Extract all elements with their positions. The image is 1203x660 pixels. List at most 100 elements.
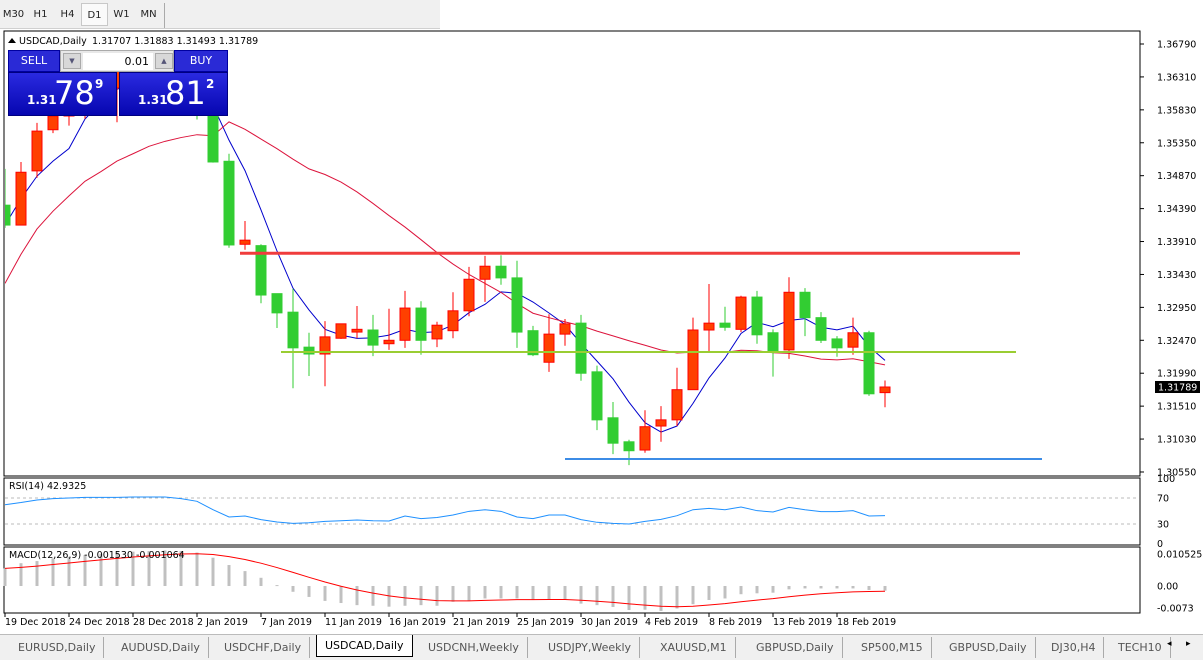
candle-body [495,265,507,279]
triangle-down-icon[interactable]: ▼ [63,53,81,69]
volume-input[interactable] [83,53,153,70]
macd-bar [179,551,183,586]
tab-usdchf-daily[interactable]: USDCHF,Daily [216,637,311,658]
candle [335,323,347,339]
main-panel-frame [3,30,1141,477]
macd-bar [595,586,599,606]
candle-body [287,311,299,349]
candle-body [511,277,523,333]
sell-button[interactable]: SELL [8,50,60,72]
candle [479,255,491,302]
date-axis-label: 4 Feb 2019 [645,617,698,628]
date-axis-label: 19 Dec 2018 [5,617,66,628]
scroll-left-icon[interactable]: ◂ [1167,639,1172,649]
candle-body [399,307,411,341]
ma-slow-line [5,121,886,366]
candle-body [447,310,459,332]
date-axis-label: 30 Jan 2019 [581,617,638,628]
tab-xauusd-m1[interactable]: XAUUSD,M1 [652,637,736,658]
candle [5,168,11,228]
date-axis-label: 16 Jan 2019 [389,617,446,628]
chart-window[interactable]: 1.36790 1.36310 1.35830 1.35350 1.34870 1.343… [0,29,1203,634]
macd-bar [819,586,823,589]
candle-body [735,296,747,330]
candle-body [543,333,555,363]
timeframe-mn[interactable]: MN [140,9,157,20]
candle [31,122,43,178]
candle-body [271,293,283,314]
candle-body [863,332,875,395]
macd-bar [659,586,663,611]
tab-usdjpy-weekly[interactable]: USDJPY,Weekly [540,637,641,658]
price-axis-label: 1.33910 [1157,237,1196,248]
macd-bar [675,586,679,609]
tab-dj30-h4[interactable]: DJ30,H4 [1043,637,1105,658]
rsi-label: RSI(14) 42.9325 [9,481,86,492]
candle-body [303,346,315,355]
candle [15,161,27,226]
candle-body [799,291,811,319]
rsi-panel-frame [3,477,1141,546]
macd-bar [563,586,567,600]
candle [719,306,731,331]
macd-bar [611,586,615,607]
price-axis-label: 1.34390 [1157,204,1196,215]
candle-body [815,317,827,341]
macd-bar [371,586,375,606]
timeframe-h1[interactable]: H1 [33,9,48,20]
tab-tech10[interactable]: TECH10 [1110,637,1171,658]
candle [751,290,763,344]
tab-gbpusd-daily[interactable]: GBPUSD,Daily [748,637,843,658]
timeframe-h4[interactable]: H4 [60,9,75,20]
candle-body [623,441,635,452]
macd-bar [131,551,135,586]
tab-eurusd-daily[interactable]: EURUSD,Daily [10,637,105,658]
candle [687,317,699,391]
sell-price-button[interactable]: 1.31 78 9 [8,72,117,116]
price-axis-label: 1.31510 [1157,402,1196,413]
candle-body [223,160,235,246]
candle [863,330,875,396]
macd-bar [211,557,215,586]
macd-bar [3,568,7,586]
macd-label: MACD(12,26,9) -0.001530 -0.001064 [9,550,185,561]
scroll-right-icon[interactable]: ▸ [1186,639,1191,649]
candle [367,314,379,357]
candle [351,306,363,339]
rsi-axis-label: 30 [1157,520,1169,531]
candle-body [463,278,475,312]
candle-body [703,322,715,331]
candle [639,410,651,453]
macd-bar [467,586,471,601]
buy-price-fraction: 2 [206,77,215,91]
macd-bar [163,550,167,586]
candle-body [575,322,587,374]
tab-sp500-m15[interactable]: SP500,M15 [853,637,932,658]
macd-bar [35,561,39,586]
candle-body [479,265,491,280]
macd-bar [99,553,103,586]
current-price-label: 1.31789 [1158,383,1197,394]
candle [431,321,443,348]
buy-price-pips: 81 [165,74,206,112]
buy-price-button[interactable]: 1.31 81 2 [119,72,228,116]
timeframe-m30[interactable]: M30 [2,9,25,20]
buy-button[interactable]: BUY [174,50,228,72]
one-click-trading-panel: SELL ▼ ▲ BUY 1.31 78 9 1.31 81 2 [8,50,228,116]
chart-symbol-label: USDCAD,Daily [19,36,87,47]
candle-body [351,328,363,333]
macd-bar [547,586,551,600]
tab-gbpusd-daily[interactable]: GBPUSD,Daily [941,637,1036,658]
macd-bar [355,586,359,606]
triangle-up-icon[interactable]: ▲ [155,53,173,69]
candle-body [559,323,571,335]
price-axis-label: 1.35830 [1157,105,1196,116]
macd-bar [115,552,119,586]
timeframe-w1[interactable]: W1 [113,9,130,20]
tab-usdcnh-weekly[interactable]: USDCNH,Weekly [420,637,528,658]
tab-audusd-daily[interactable]: AUDUSD,Daily [113,637,209,658]
chart-canvas[interactable]: 1.36790 1.36310 1.35830 1.35350 1.34870 1.343… [0,29,1203,634]
tab-usdcad-daily[interactable]: USDCAD,Daily [316,635,413,657]
timeframe-d1[interactable]: D1 [81,3,108,26]
macd-bar [435,586,439,606]
